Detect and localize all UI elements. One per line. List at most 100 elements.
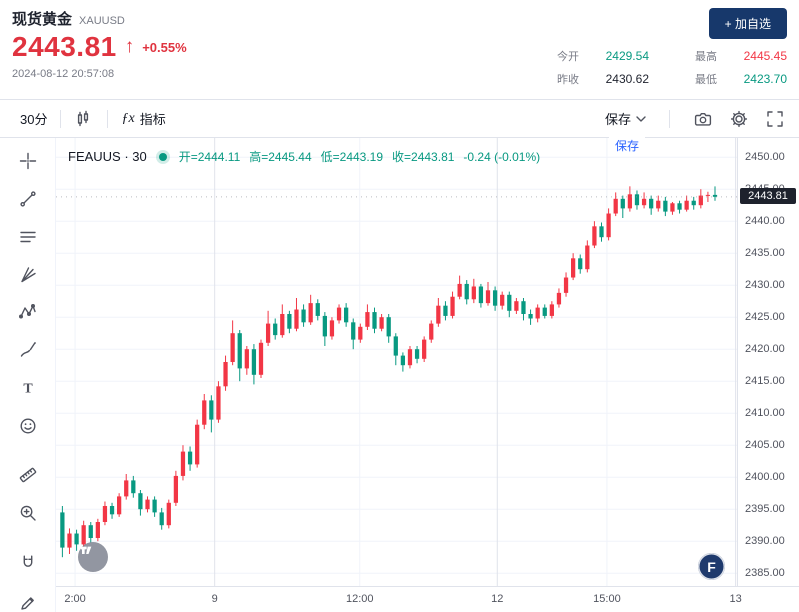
price-axis[interactable]: 2443.81 2450.002445.002440.002435.002430…: [737, 138, 799, 586]
stat-label: 昨收: [557, 74, 579, 86]
up-arrow-icon: ↑: [124, 36, 135, 57]
draw-pencil-tool[interactable]: [15, 589, 41, 612]
brush-icon: [20, 342, 36, 357]
change-percent: +0.55%: [142, 39, 187, 55]
crosshair-icon: [19, 153, 36, 170]
toolbar-divider: [669, 109, 670, 128]
last-price: 2443.81: [12, 31, 117, 62]
indicators-label: 指标: [139, 112, 166, 127]
quote-timestamp: 2024-08-12 20:57:08: [12, 68, 115, 80]
price-tick-label: 2440.00: [745, 215, 785, 228]
toolbar-divider: [107, 109, 109, 128]
stat-open: 今开 2429.54: [557, 48, 649, 64]
candlestick-style-button[interactable]: [68, 105, 100, 133]
time-tick-label: 12:00: [345, 593, 374, 605]
emoji-tool[interactable]: [15, 414, 41, 437]
legend-low: 低=2443.19: [320, 150, 384, 164]
crosshair-tool[interactable]: [15, 150, 41, 173]
tradingview-icon: [80, 546, 92, 554]
last-price-badge: 2443.81: [740, 187, 796, 204]
price-tick-label: 2400.00: [745, 471, 785, 484]
site-logo[interactable]: F: [698, 553, 725, 580]
legend-series: FEAUUS · 30: [68, 149, 147, 164]
settings-button[interactable]: [729, 109, 749, 129]
xabcd-pattern-icon: [18, 304, 36, 319]
toolbar-divider: [60, 109, 62, 128]
fullscreen-button[interactable]: [765, 109, 785, 129]
fullscreen-icon: [767, 110, 783, 127]
chart-canvas[interactable]: FEAUUS · 30 开=2444.11 高=2445.44 低=2443.1…: [56, 138, 737, 586]
ruler-tool[interactable]: [15, 464, 41, 487]
quote-stats: 今开 2429.54 最高 2445.45 昨收 2430.62 最低 2423…: [557, 48, 787, 87]
time-tick-label: 2:00: [64, 593, 86, 605]
market-status-dot: [158, 152, 167, 161]
trend-line-icon: [19, 191, 36, 207]
drawing-tools-sidebar: T: [0, 138, 56, 612]
pencil-icon: [20, 596, 34, 610]
chevron-down-icon: [636, 115, 646, 122]
time-axis[interactable]: 2:00 9 12:00 12 15:00 13: [56, 586, 799, 612]
interval-button[interactable]: 30分: [14, 105, 53, 132]
price-tick-label: 2390.00: [745, 535, 785, 548]
price-tick-label: 2425.00: [745, 311, 785, 324]
price-tick-label: 2435.00: [745, 247, 785, 260]
stat-value: 2430.62: [605, 72, 649, 86]
pitchfork-tool[interactable]: [15, 263, 41, 286]
stat-label: 最低: [695, 74, 717, 86]
save-button[interactable]: 保存 保存: [604, 109, 646, 156]
brush-tool[interactable]: [15, 339, 41, 362]
text-tool[interactable]: T: [15, 377, 41, 400]
trend-line-tool[interactable]: [15, 188, 41, 211]
chart-toolbar: 30分 ƒx 指标 保存 保存: [0, 100, 799, 156]
indicators-button[interactable]: ƒx 指标: [115, 105, 171, 132]
legend-open: 开=2444.11: [178, 150, 241, 164]
chart-legend: FEAUUS · 30 开=2444.11 高=2445.44 低=2443.1…: [68, 148, 540, 165]
stat-value: 2445.45: [743, 49, 787, 63]
price-tick-label: 2405.00: [745, 439, 785, 452]
horizontal-lines-icon: [19, 231, 36, 243]
horizontal-lines-tool[interactable]: [15, 226, 41, 249]
stat-value: 2423.70: [743, 72, 787, 86]
stat-label: 最高: [695, 51, 717, 63]
legend-close: 收=2443.81: [392, 150, 455, 164]
stat-value: 2429.54: [605, 49, 649, 63]
stat-low: 最低 2423.70: [695, 71, 787, 87]
interval-label: 30分: [20, 112, 48, 127]
tradingview-logo[interactable]: [78, 542, 108, 572]
save-dropdown-item[interactable]: 保存: [608, 135, 645, 156]
time-tick-label: 12: [491, 593, 504, 605]
price-tick-label: 2450.00: [745, 151, 785, 164]
magnet-icon: [23, 555, 32, 567]
svg-text:T: T: [23, 381, 33, 396]
instrument-symbol: XAUUSD: [79, 15, 125, 27]
price-tick-label: 2430.00: [745, 279, 785, 292]
price-tick-label: 2395.00: [745, 503, 785, 516]
instrument-header: 现货黄金 XAUUSD 2443.81 ↑ +0.55% 2024-08-12 …: [0, 0, 799, 100]
stat-label: 今开: [557, 51, 579, 63]
ruler-icon: [19, 468, 36, 483]
fx-icon: ƒx: [121, 110, 135, 126]
stat-high: 最高 2445.45: [695, 48, 787, 64]
save-label: 保存: [604, 112, 631, 127]
time-tick-label: 9: [211, 593, 218, 605]
zoom-tool[interactable]: [15, 502, 41, 525]
add-watchlist-button[interactable]: + 加自选: [708, 8, 787, 39]
snapshot-button[interactable]: [693, 109, 713, 129]
chart-area: FEAUUS · 30 开=2444.11 高=2445.44 低=2443.1…: [56, 138, 799, 612]
text-icon: T: [23, 381, 33, 396]
pattern-tool[interactable]: [15, 301, 41, 324]
time-tick-label: 13: [729, 593, 742, 605]
instrument-title: 现货黄金: [12, 11, 73, 28]
camera-icon: [694, 112, 712, 126]
pitchfork-icon: [20, 266, 36, 282]
magnet-tool[interactable]: [15, 552, 41, 575]
price-tick-label: 2415.00: [745, 375, 785, 388]
price-tick-label: 2385.00: [745, 567, 785, 580]
zoom-icon: [20, 505, 36, 521]
time-tick-label: 15:00: [593, 593, 621, 605]
price-tick-label: 2410.00: [745, 407, 785, 420]
legend-high: 高=2445.44: [249, 150, 312, 164]
price-tick-label: 2420.00: [745, 343, 785, 356]
legend-change: -0.24 (-0.01%): [463, 149, 541, 164]
